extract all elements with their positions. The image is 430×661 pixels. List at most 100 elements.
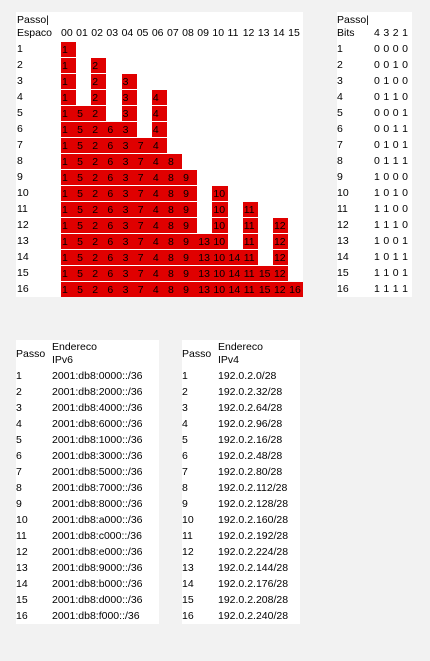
empty-cell — [122, 57, 137, 73]
cell-value: 2 — [91, 234, 107, 249]
cell-value — [212, 42, 227, 57]
cell-value: 5 — [76, 170, 92, 185]
allocated-cell: 6 — [106, 169, 122, 185]
bit-value: 1 — [392, 187, 399, 199]
empty-cell — [288, 249, 303, 265]
ipv6-address: 2001:db8:f000::/36 — [52, 610, 140, 622]
cell-value — [212, 58, 227, 73]
bit-value: 1 — [392, 219, 399, 231]
cell-value: 8 — [166, 186, 183, 201]
allocated-cell: 6 — [106, 121, 122, 137]
empty-cell — [273, 89, 288, 105]
cell-value — [106, 74, 121, 89]
cell-value — [273, 74, 288, 89]
empty-cell — [288, 217, 303, 233]
cell-value — [258, 202, 273, 217]
bit-value: 1 — [402, 251, 409, 263]
cell-value: 7 — [136, 138, 152, 153]
empty-cell — [212, 89, 227, 105]
allocated-cell: 5 — [76, 153, 92, 169]
ipv6-row: 9 2001:db8:8000::/36 — [16, 496, 159, 512]
cell-value: 9 — [182, 250, 198, 265]
step-label: 3 — [337, 75, 343, 87]
cell-value: 11 — [242, 266, 258, 281]
allocated-cell: 8 — [166, 185, 183, 201]
empty-cell — [228, 121, 243, 137]
empty-cell — [197, 185, 212, 201]
cell-value — [91, 42, 106, 57]
cell-value: 2 — [91, 218, 107, 233]
cell-value — [228, 42, 243, 57]
empty-cell — [228, 201, 243, 217]
cell-value: 10 — [212, 186, 228, 201]
bit-value: 1 — [392, 251, 399, 263]
empty-cell — [167, 41, 182, 57]
allocation-row: 12 1 5 2 6 3 7 4 8 9 10 11 12 — [16, 217, 303, 233]
empty-cell — [137, 73, 152, 89]
space-column-header: 14 — [272, 27, 285, 39]
space-column-header: 11 — [227, 27, 239, 39]
cell-value — [228, 186, 243, 201]
empty-cell — [228, 105, 243, 121]
cell-value — [167, 90, 182, 105]
bits-corner-header: Passo| Bits — [337, 14, 369, 39]
allocated-cell: 9 — [182, 249, 198, 265]
empty-cell — [106, 57, 121, 73]
cell-value — [258, 138, 273, 153]
cell-value: 12 — [272, 218, 289, 233]
cell-value: 6 — [106, 122, 122, 137]
cell-value — [288, 154, 303, 169]
cell-value — [273, 90, 288, 105]
ipv4-address: 192.0.2.240/28 — [218, 610, 289, 622]
empty-cell — [288, 265, 303, 281]
cell-value — [167, 106, 182, 121]
ipv4-row: 2 192.0.2.32/28 — [182, 384, 300, 400]
allocated-cell: 4 — [151, 137, 167, 153]
empty-cell — [228, 169, 243, 185]
cell-value — [152, 74, 167, 89]
ipv6-address: 2001:db8:b000::/36 — [52, 578, 143, 590]
bit-value: 0 — [392, 203, 399, 215]
step-label: 2 — [337, 59, 343, 71]
empty-cell — [137, 121, 152, 137]
cell-value: 5 — [76, 138, 92, 153]
empty-cell — [258, 233, 273, 249]
bit-value: 0 — [392, 139, 399, 151]
empty-cell — [106, 73, 121, 89]
step-label: 4 — [17, 91, 23, 103]
ipv4-address: 192.0.2.192/28 — [218, 530, 289, 542]
cell-value: 3 — [121, 74, 137, 89]
bits-row: 11 1 1 0 0 — [337, 201, 412, 217]
empty-cell — [122, 41, 137, 57]
cell-value — [258, 218, 273, 233]
allocated-cell: 5 — [76, 249, 92, 265]
cell-value: 4 — [151, 186, 167, 201]
cell-value: 3 — [121, 218, 137, 233]
cell-value — [197, 122, 212, 137]
allocated-cell: 2 — [91, 233, 107, 249]
step-label: 5 — [182, 434, 188, 446]
allocated-cell: 8 — [166, 249, 183, 265]
bit-value: 1 — [374, 251, 380, 263]
cell-value: 2 — [91, 170, 107, 185]
empty-cell — [212, 121, 227, 137]
cell-value — [76, 42, 91, 57]
cell-value: 3 — [121, 234, 137, 249]
bit-value: 0 — [374, 75, 380, 87]
cell-value — [137, 122, 152, 137]
bit-value: 1 — [383, 283, 390, 295]
cell-value: 1 — [61, 170, 77, 185]
step-label: 13 — [337, 235, 349, 247]
allocated-cell: 7 — [136, 265, 152, 281]
cell-value: 6 — [106, 202, 122, 217]
step-label: 16 — [16, 610, 28, 622]
ipv4-row: 13 192.0.2.144/28 — [182, 560, 300, 576]
cell-value: 4 — [151, 250, 167, 265]
empty-cell — [288, 121, 303, 137]
